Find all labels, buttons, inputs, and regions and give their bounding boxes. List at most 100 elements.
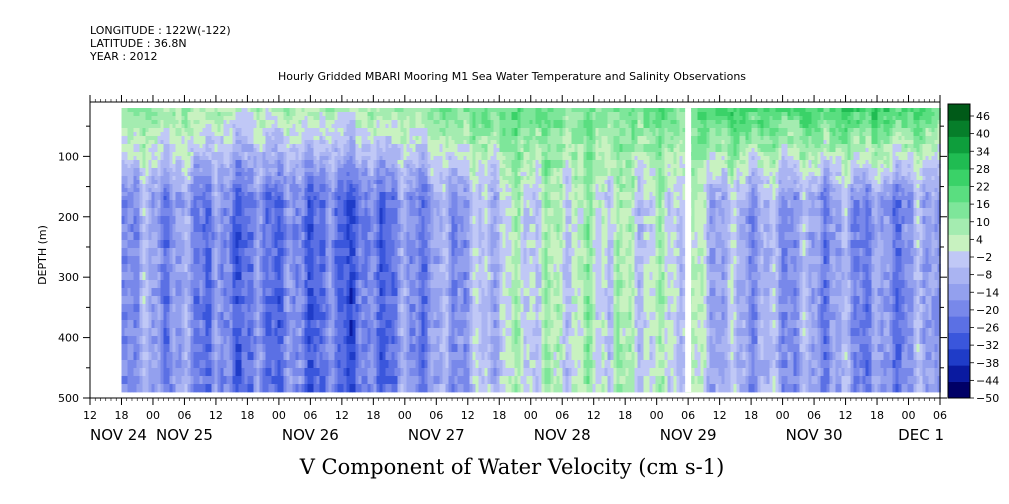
heatmap-cell [139, 320, 143, 325]
heatmap-cell [154, 272, 158, 277]
heatmap-cell [292, 308, 296, 313]
heatmap-cell [232, 384, 236, 389]
heatmap-cell [214, 148, 218, 153]
heatmap-cell [196, 272, 200, 277]
heatmap-cell [244, 172, 248, 177]
heatmap-cell [232, 316, 236, 321]
heatmap-cell [187, 368, 191, 373]
heatmap-cell [163, 280, 167, 285]
heatmap-cell [262, 384, 266, 389]
heatmap-cell [256, 236, 260, 241]
heatmap-cell [247, 120, 251, 125]
heatmap-cell [292, 132, 296, 137]
heatmap-cell [232, 304, 236, 309]
heatmap-cell [124, 292, 128, 297]
heatmap-cell [154, 200, 158, 205]
heatmap-cell [241, 248, 245, 253]
heatmap-cell [331, 132, 335, 137]
heatmap-cell [325, 224, 329, 229]
heatmap-cell [220, 228, 224, 233]
heatmap-cell [136, 216, 140, 221]
heatmap-cell [304, 384, 308, 389]
heatmap-cell [166, 164, 170, 169]
heatmap-cell [145, 272, 149, 277]
heatmap-cell [262, 264, 266, 269]
heatmap-cell [235, 256, 239, 261]
heatmap-cell [181, 360, 185, 365]
heatmap-cell [295, 328, 299, 333]
heatmap-cell [124, 280, 128, 285]
heatmap-cell [202, 328, 206, 333]
heatmap-cell [298, 192, 302, 197]
heatmap-cell [157, 124, 161, 129]
heatmap-cell [301, 112, 305, 117]
heatmap-cell [223, 280, 227, 285]
heatmap-cell [199, 276, 203, 281]
heatmap-cell [214, 144, 218, 149]
heatmap-cell [235, 144, 239, 149]
heatmap-cell [235, 380, 239, 385]
heatmap-cell [130, 332, 134, 337]
heatmap-cell [253, 148, 257, 153]
heatmap-cell [199, 380, 203, 385]
heatmap-cell [193, 200, 197, 205]
heatmap-cell [172, 292, 176, 297]
heatmap-cell [262, 292, 266, 297]
heatmap-cell [253, 276, 257, 281]
heatmap-cell [226, 252, 230, 257]
heatmap-cell [205, 388, 209, 393]
heatmap-cell [322, 108, 326, 113]
heatmap-cell [163, 116, 167, 121]
heatmap-cell [259, 116, 263, 121]
heatmap-cell [169, 340, 173, 345]
heatmap-cell [271, 132, 275, 137]
heatmap-cell [268, 208, 272, 213]
heatmap-cell [316, 196, 320, 201]
heatmap-cell [121, 264, 125, 269]
heatmap-cell [322, 272, 326, 277]
heatmap-cell [265, 136, 269, 141]
heatmap-cell [325, 356, 329, 361]
heatmap-cell [256, 124, 260, 129]
heatmap-cell [256, 168, 260, 173]
heatmap-cell [154, 212, 158, 217]
heatmap-cell [250, 192, 254, 197]
heatmap-cell [313, 380, 317, 385]
heatmap-cell [166, 304, 170, 309]
heatmap-cell [136, 288, 140, 293]
heatmap-cell [196, 312, 200, 317]
heatmap-cell [256, 320, 260, 325]
heatmap-cell [271, 156, 275, 161]
heatmap-cell [148, 128, 152, 133]
heatmap-cell [142, 120, 146, 125]
heatmap-cell [157, 380, 161, 385]
heatmap-cell [268, 372, 272, 377]
heatmap-cell [148, 276, 152, 281]
heatmap-cell [250, 188, 254, 193]
heatmap-cell [139, 128, 143, 133]
heatmap-cell [298, 124, 302, 129]
heatmap-cell [223, 160, 227, 165]
heatmap-cell [181, 260, 185, 265]
heatmap-cell [187, 344, 191, 349]
heatmap-cell [244, 316, 248, 321]
heatmap-cell [163, 172, 167, 177]
heatmap-cell [151, 320, 155, 325]
heatmap-cell [148, 244, 152, 249]
heatmap-cell [178, 340, 182, 345]
heatmap-cell [148, 132, 152, 137]
heatmap-cell [199, 296, 203, 301]
heatmap-cell [193, 184, 197, 189]
heatmap-cell [328, 308, 332, 313]
heatmap-cell [121, 156, 125, 161]
heatmap-cell [325, 304, 329, 309]
heatmap-cell [196, 300, 200, 305]
heatmap-cell [139, 148, 143, 153]
heatmap-cell [286, 348, 290, 353]
heatmap-cell [310, 328, 314, 333]
heatmap-cell [241, 356, 245, 361]
heatmap-cell [145, 152, 149, 157]
heatmap-cell [286, 236, 290, 241]
heatmap-cell [238, 308, 242, 313]
heatmap-cell [202, 264, 206, 269]
